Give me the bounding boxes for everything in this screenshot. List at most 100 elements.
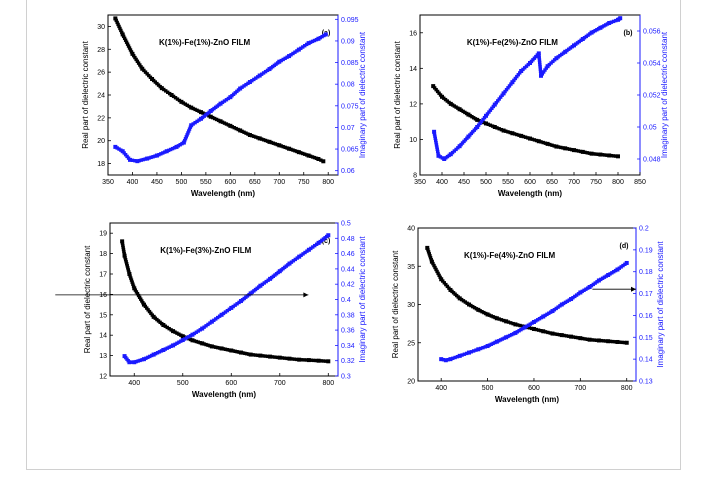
data-marker: [557, 333, 562, 337]
data-point: [429, 259, 434, 264]
data-marker: [459, 108, 464, 112]
data-point: [287, 261, 292, 266]
panel-label: (b): [624, 30, 633, 37]
y-tick-label: 25: [407, 340, 415, 347]
data-marker: [175, 331, 179, 335]
data-point: [457, 353, 462, 358]
data-marker: [224, 122, 229, 126]
data-marker: [594, 338, 599, 342]
x-tick-label: 750: [590, 179, 602, 186]
data-marker: [609, 153, 614, 158]
data-point: [425, 245, 430, 250]
data-point: [580, 149, 585, 154]
y-tick-label: 18: [99, 251, 107, 258]
data-marker: [123, 255, 127, 260]
data-marker: [195, 108, 199, 113]
y-axis-label: Real part of dielectric constant: [81, 40, 90, 148]
data-marker: [116, 22, 120, 27]
data-marker: [259, 137, 264, 141]
data-marker: [130, 158, 135, 162]
data-marker: [183, 335, 187, 339]
data-marker: [553, 332, 557, 336]
data-marker: [592, 152, 596, 156]
data-marker: [555, 332, 559, 337]
data-point: [580, 37, 585, 41]
data-marker: [241, 351, 245, 355]
data-marker: [223, 347, 228, 351]
data-marker: [465, 351, 469, 356]
data-marker: [580, 336, 585, 341]
data-marker: [134, 290, 139, 294]
data-marker: [137, 295, 142, 300]
data-marker: [183, 102, 188, 106]
data-marker: [320, 34, 324, 39]
y-right-tick-label: 0.48: [341, 236, 355, 243]
data-marker: [133, 55, 137, 60]
data-marker: [604, 339, 608, 343]
data-marker: [120, 241, 125, 246]
y-right-axis-label: Imaginary part of dielectric constant: [660, 31, 669, 158]
data-marker: [145, 306, 149, 310]
data-marker: [115, 146, 119, 150]
data-marker: [527, 326, 532, 330]
y-tick-label: 20: [407, 379, 415, 386]
data-marker: [432, 86, 437, 90]
data-marker: [614, 154, 618, 158]
data-marker: [621, 263, 625, 268]
data-marker: [263, 138, 268, 143]
data-point: [501, 91, 506, 96]
data-marker: [261, 354, 265, 358]
data-marker: [167, 326, 171, 331]
data-marker: [571, 296, 575, 300]
data-marker: [570, 147, 574, 152]
data-marker: [308, 154, 313, 158]
data-marker: [442, 281, 446, 285]
data-marker: [119, 28, 123, 33]
data-marker: [149, 155, 153, 160]
real-series: [425, 245, 629, 345]
data-marker: [519, 327, 523, 332]
y-tick-label: 16: [99, 292, 107, 299]
data-marker: [161, 151, 165, 155]
data-point: [528, 136, 532, 141]
data-marker: [573, 294, 577, 299]
y-tick-label: 30: [97, 24, 105, 31]
x-tick-label: 600: [528, 385, 540, 392]
y-right-tick-label: 0.18: [639, 269, 653, 276]
data-point: [494, 339, 499, 344]
data-marker: [454, 147, 458, 152]
data-point: [287, 356, 292, 361]
data-marker: [138, 358, 142, 363]
data-marker: [491, 315, 495, 319]
data-marker: [548, 142, 552, 147]
x-tick-label: 700: [574, 385, 586, 392]
data-marker: [136, 359, 140, 363]
data-marker: [435, 89, 440, 94]
data-marker: [438, 155, 443, 159]
data-point: [169, 93, 174, 97]
data-marker: [187, 127, 192, 131]
data-marker: [445, 99, 449, 103]
data-marker: [586, 33, 590, 37]
data-marker: [123, 258, 128, 262]
data-point: [541, 314, 546, 319]
y-tick-label: 20: [97, 138, 105, 145]
data-marker: [147, 73, 151, 78]
data-marker: [526, 136, 530, 140]
data-point: [457, 107, 462, 112]
x-tick-label: 650: [546, 179, 558, 186]
data-marker: [185, 133, 189, 137]
data-marker: [273, 355, 277, 359]
data-point: [494, 316, 499, 321]
data-marker: [182, 138, 187, 143]
data-marker: [434, 143, 439, 147]
data-marker: [222, 99, 227, 103]
data-marker: [499, 127, 504, 132]
data-point: [536, 51, 541, 56]
data-marker: [292, 357, 297, 361]
data-marker: [186, 335, 191, 339]
x-tick-label: 550: [502, 179, 514, 186]
data-marker: [212, 116, 217, 121]
data-marker: [461, 299, 466, 303]
y-tick-label: 40: [407, 226, 415, 233]
